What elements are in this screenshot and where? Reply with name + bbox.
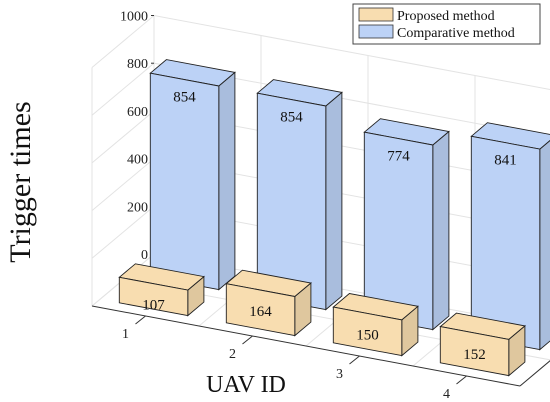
legend-swatch: [358, 24, 394, 39]
y-tick-label: 0: [141, 248, 148, 263]
x-tick-mark: [456, 375, 467, 385]
bar-side-face: [539, 139, 550, 351]
bar: 841: [470, 122, 550, 351]
x-tick-mark: [349, 355, 360, 365]
y-tick-label: 800: [127, 57, 148, 72]
legend-label: Proposed method: [397, 9, 495, 24]
x-tick-label: 2: [229, 347, 236, 362]
data-label: 164: [249, 304, 272, 320]
data-label: 774: [387, 149, 410, 165]
bar: 854: [256, 79, 343, 311]
bar: 164: [225, 269, 312, 337]
bar-front-face: [332, 306, 403, 357]
bar-layer: 854 854 774 841 107 164 150 152: [118, 59, 550, 377]
axis-layer: 0 200 400 600 800 1000 1 2 3 4: [91, 10, 550, 402]
bar-side-face: [218, 71, 236, 291]
bar-front-face: [225, 283, 296, 337]
bar: 774: [363, 118, 450, 331]
legend: Proposed method Comparative method: [352, 3, 541, 45]
bar-side-face: [432, 130, 450, 331]
x-tick-label: 1: [122, 327, 129, 342]
legend-swatch: [358, 7, 394, 22]
y-tick-label: 400: [127, 153, 148, 168]
depth-axis-line: [519, 360, 550, 387]
data-label: 854: [173, 90, 196, 106]
bar: 152: [439, 312, 526, 377]
x-tick-label: 4: [443, 387, 450, 402]
bar: 150: [332, 293, 419, 357]
data-label: 854: [280, 110, 303, 126]
x-axis-line: [91, 305, 521, 387]
x-tick-mark: [242, 335, 253, 345]
data-label: 150: [356, 327, 379, 343]
bar-front-face: [118, 276, 189, 317]
y-tick-label: 200: [127, 200, 148, 215]
bar-front-face: [149, 72, 220, 291]
x-axis-label: UAV ID: [206, 372, 286, 398]
bar-side-face: [325, 91, 343, 311]
y-axis-label: Trigger times: [4, 101, 37, 262]
legend-label: Comparative method: [397, 26, 515, 41]
bar: 854: [149, 59, 236, 291]
bar-front-face: [439, 326, 510, 377]
y-tick-label: 600: [127, 105, 148, 120]
x-tick-label: 3: [336, 367, 343, 382]
y-tick-label: 1000: [120, 10, 148, 25]
bar: 107: [118, 263, 205, 317]
data-label: 152: [463, 347, 486, 363]
x-tick-mark: [135, 315, 146, 325]
data-label: 841: [494, 153, 517, 169]
data-label: 107: [142, 298, 165, 314]
